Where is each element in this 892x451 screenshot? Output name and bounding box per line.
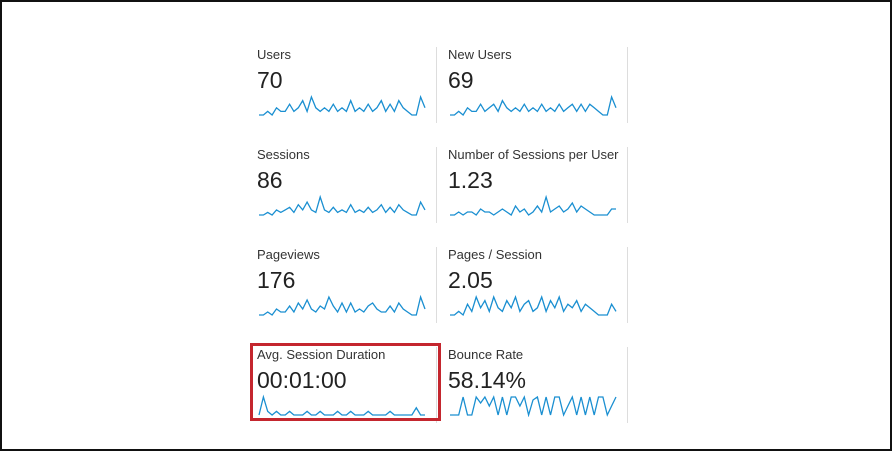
sparkline [259, 194, 426, 216]
metric-value: 58.14% [448, 367, 527, 393]
metric-tile: Bounce Rate 58.14% [448, 347, 628, 423]
metric-label: Sessions [257, 147, 310, 162]
metric-label: Users [257, 47, 291, 62]
sparkline [258, 394, 425, 416]
sparkline [259, 294, 426, 316]
sparkline [259, 94, 426, 116]
metric-tile: Number of Sessions per User 1.23 [448, 147, 628, 223]
metric-tile: Sessions 86 [257, 147, 437, 223]
metric-value: 70 [257, 67, 283, 93]
metric-label: Pages / Session [448, 247, 542, 262]
metric-value: 86 [257, 167, 283, 193]
metric-tile: Pageviews 176 [257, 247, 437, 323]
metric-label: New Users [448, 47, 512, 62]
sparkline-line [258, 394, 425, 416]
sparkline-line [259, 294, 426, 316]
metric-label: Avg. Session Duration [257, 347, 386, 362]
metric-tile: Users 70 [257, 47, 437, 123]
highlight-box [250, 343, 441, 421]
metric-value: 1.23 [448, 167, 493, 193]
metric-tile: Pages / Session 2.05 [448, 247, 628, 323]
sparkline-line [450, 295, 617, 317]
metric-label: Number of Sessions per User [448, 147, 619, 162]
metric-value: 00:01:00 [257, 367, 347, 393]
sparkline-line [259, 94, 426, 116]
metric-tile: New Users 69 [448, 47, 628, 123]
sparkline-line [259, 194, 426, 216]
sparkline [450, 194, 616, 216]
metric-tile: Avg. Session Duration 00:01:00 [257, 347, 437, 423]
sparkline-line [450, 94, 617, 116]
metric-label: Pageviews [257, 247, 320, 262]
metric-value: 69 [448, 67, 474, 93]
sparkline [450, 295, 617, 317]
sparkline [450, 395, 617, 417]
sparkline [450, 94, 617, 116]
metric-label: Bounce Rate [448, 347, 524, 362]
sparkline-line [450, 395, 617, 417]
metric-value: 176 [257, 267, 296, 293]
sparkline-line [450, 194, 616, 216]
metric-value: 2.05 [448, 267, 493, 293]
